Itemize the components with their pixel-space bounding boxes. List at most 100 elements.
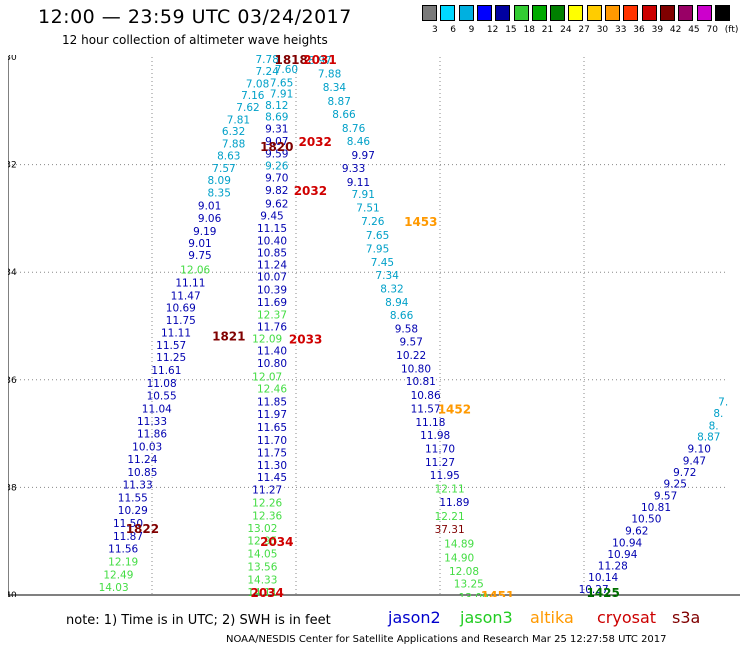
pass-time: 1821 bbox=[212, 330, 245, 344]
scale-label: 6 bbox=[450, 25, 457, 35]
wave-height-value: 10.85 bbox=[257, 247, 287, 259]
scale-label: 9 bbox=[468, 25, 475, 35]
wave-height-value: 6.32 bbox=[222, 126, 245, 138]
wave-height-value: 9.58 bbox=[395, 324, 418, 336]
wave-height-value: 7.65 bbox=[270, 77, 293, 89]
wave-height-value: 10.80 bbox=[257, 358, 287, 370]
pass-time: 1452 bbox=[438, 402, 471, 416]
wave-height-value: 9.01 bbox=[188, 238, 211, 250]
legend-item-s3a: s3a bbox=[672, 608, 701, 627]
pass-time: 1453 bbox=[404, 215, 437, 229]
scale-label: 39 bbox=[651, 25, 664, 35]
wave-height-value: 8.34 bbox=[323, 82, 347, 94]
wave-height-value: 10.80 bbox=[401, 364, 431, 376]
pass-time: 2034 bbox=[260, 535, 293, 549]
wave-height-value: 12.49 bbox=[103, 570, 133, 582]
lat-tick-label: -34 bbox=[8, 268, 17, 278]
pass-time: 1818 bbox=[274, 55, 307, 67]
wave-height-value: 8.46 bbox=[347, 136, 371, 148]
wave-height-value: 10.86 bbox=[411, 390, 441, 402]
pass-time: 1822 bbox=[126, 522, 159, 536]
wave-height-value: 11.33 bbox=[137, 416, 167, 428]
scale-swatch bbox=[495, 5, 511, 21]
wave-height-value: 7.91 bbox=[270, 89, 293, 101]
wave-height-value: 11.75 bbox=[257, 447, 287, 459]
footer-credit: NOAA/NESDIS Center for Satellite Applica… bbox=[226, 634, 667, 645]
wave-height-value: 9.26 bbox=[265, 161, 289, 173]
legend-item-cryosat: cryosat bbox=[597, 608, 657, 627]
map-grid bbox=[8, 57, 740, 596]
wave-height-value: 11.89 bbox=[439, 497, 469, 509]
wave-height-value: 9.82 bbox=[265, 185, 288, 197]
pass-time: 2032 bbox=[298, 135, 331, 149]
wave-height-value: 9.59 bbox=[265, 148, 288, 160]
scale-swatch bbox=[531, 5, 547, 21]
wave-height-value: 11.40 bbox=[257, 346, 287, 358]
scale-label: 12 bbox=[486, 25, 499, 35]
pass-time: 2031 bbox=[303, 55, 336, 67]
scale-swatch bbox=[605, 5, 620, 21]
wave-height-value: 7.81 bbox=[227, 114, 250, 126]
wave-height-value: 12.07 bbox=[252, 372, 282, 384]
wave-height-value: 9.62 bbox=[625, 525, 648, 537]
wave-height-value: 10.94 bbox=[607, 549, 637, 561]
lat-tick-label: -32 bbox=[8, 161, 17, 171]
wave-height-value: 9.57 bbox=[400, 337, 423, 349]
scale-label: 30 bbox=[596, 25, 609, 35]
scale-label: 15 bbox=[505, 25, 517, 35]
wave-height-value: 8. bbox=[713, 408, 723, 420]
wave-height-value: 9.19 bbox=[193, 226, 216, 238]
wave-height-value: 14.33 bbox=[247, 574, 277, 586]
wave-height-value: 8.66 bbox=[390, 310, 414, 322]
wave-height-value: 10.07 bbox=[257, 272, 287, 284]
wave-height-value: 9.75 bbox=[188, 250, 211, 262]
pass-time: 2032 bbox=[294, 184, 327, 198]
wave-height-value: 11.50 bbox=[113, 518, 143, 530]
wave-height-value: 12.08 bbox=[449, 566, 479, 578]
wave-height-value: 10.27 bbox=[579, 584, 609, 596]
pass-time: 1451 bbox=[481, 589, 514, 597]
scale-label: 3 bbox=[432, 25, 438, 35]
wave-height-value: 12.36 bbox=[252, 510, 282, 522]
wave-height-value: 10.22 bbox=[396, 350, 426, 362]
wave-height-value: 11.47 bbox=[171, 290, 201, 302]
wave-height-value: 7. bbox=[718, 396, 728, 408]
wave-height-value: 10.50 bbox=[631, 514, 661, 526]
wave-height-value: 10.81 bbox=[641, 502, 671, 514]
wave-height-value: 11.11 bbox=[175, 277, 205, 289]
scale-swatch bbox=[678, 5, 694, 21]
scale-swatch bbox=[422, 5, 437, 21]
wave-height-value: 11.11 bbox=[161, 327, 191, 339]
wave-height-value: 11.98 bbox=[420, 430, 450, 442]
wave-height-value: 12.06 bbox=[180, 265, 210, 277]
wave-height-value: 11.95 bbox=[430, 470, 460, 482]
wave-height-value: 10.55 bbox=[147, 390, 177, 402]
units-note: note: 1) Time is in UTC; 2) SWH is in fe… bbox=[66, 613, 331, 628]
wave-height-value: 12.46 bbox=[257, 383, 287, 395]
wave-height-value: 14.89 bbox=[444, 538, 474, 550]
wave-height-value: 9.47 bbox=[683, 456, 706, 468]
scale-label: 42 bbox=[669, 25, 682, 35]
wave-height-value: 11.70 bbox=[425, 444, 455, 456]
altimeter-map: -30-32-34-36-38-40-135-132-129-126-123-1… bbox=[8, 55, 740, 597]
wave-height-value: 13.02 bbox=[247, 523, 277, 535]
wave-height-value: 12.37 bbox=[257, 310, 287, 322]
scale-swatch bbox=[513, 5, 529, 21]
wave-height-value: 37.31 bbox=[435, 524, 465, 536]
wave-height-value: 7.62 bbox=[236, 102, 259, 114]
wave-height-value: 7.45 bbox=[371, 257, 394, 269]
lat-tick-label: -40 bbox=[8, 591, 17, 597]
wave-height-value: 8.76 bbox=[342, 123, 366, 135]
scale-swatch bbox=[696, 5, 712, 21]
wave-height-value: 7.91 bbox=[352, 189, 375, 201]
wave-height-value: 7.24 bbox=[256, 66, 280, 78]
wave-height-value: 9.01 bbox=[198, 200, 221, 212]
wave-height-value: 8.97 bbox=[308, 55, 331, 67]
wave-height-value: 8.12 bbox=[265, 100, 288, 112]
wave-height-value: 7.60 bbox=[275, 64, 298, 76]
scale-label: 33 bbox=[615, 25, 627, 35]
wave-height-value: 10.37 bbox=[574, 596, 604, 597]
wave-height-value: 9.72 bbox=[673, 467, 696, 479]
map-subtitle: 12 hour collection of altimeter wave hei… bbox=[62, 33, 328, 47]
